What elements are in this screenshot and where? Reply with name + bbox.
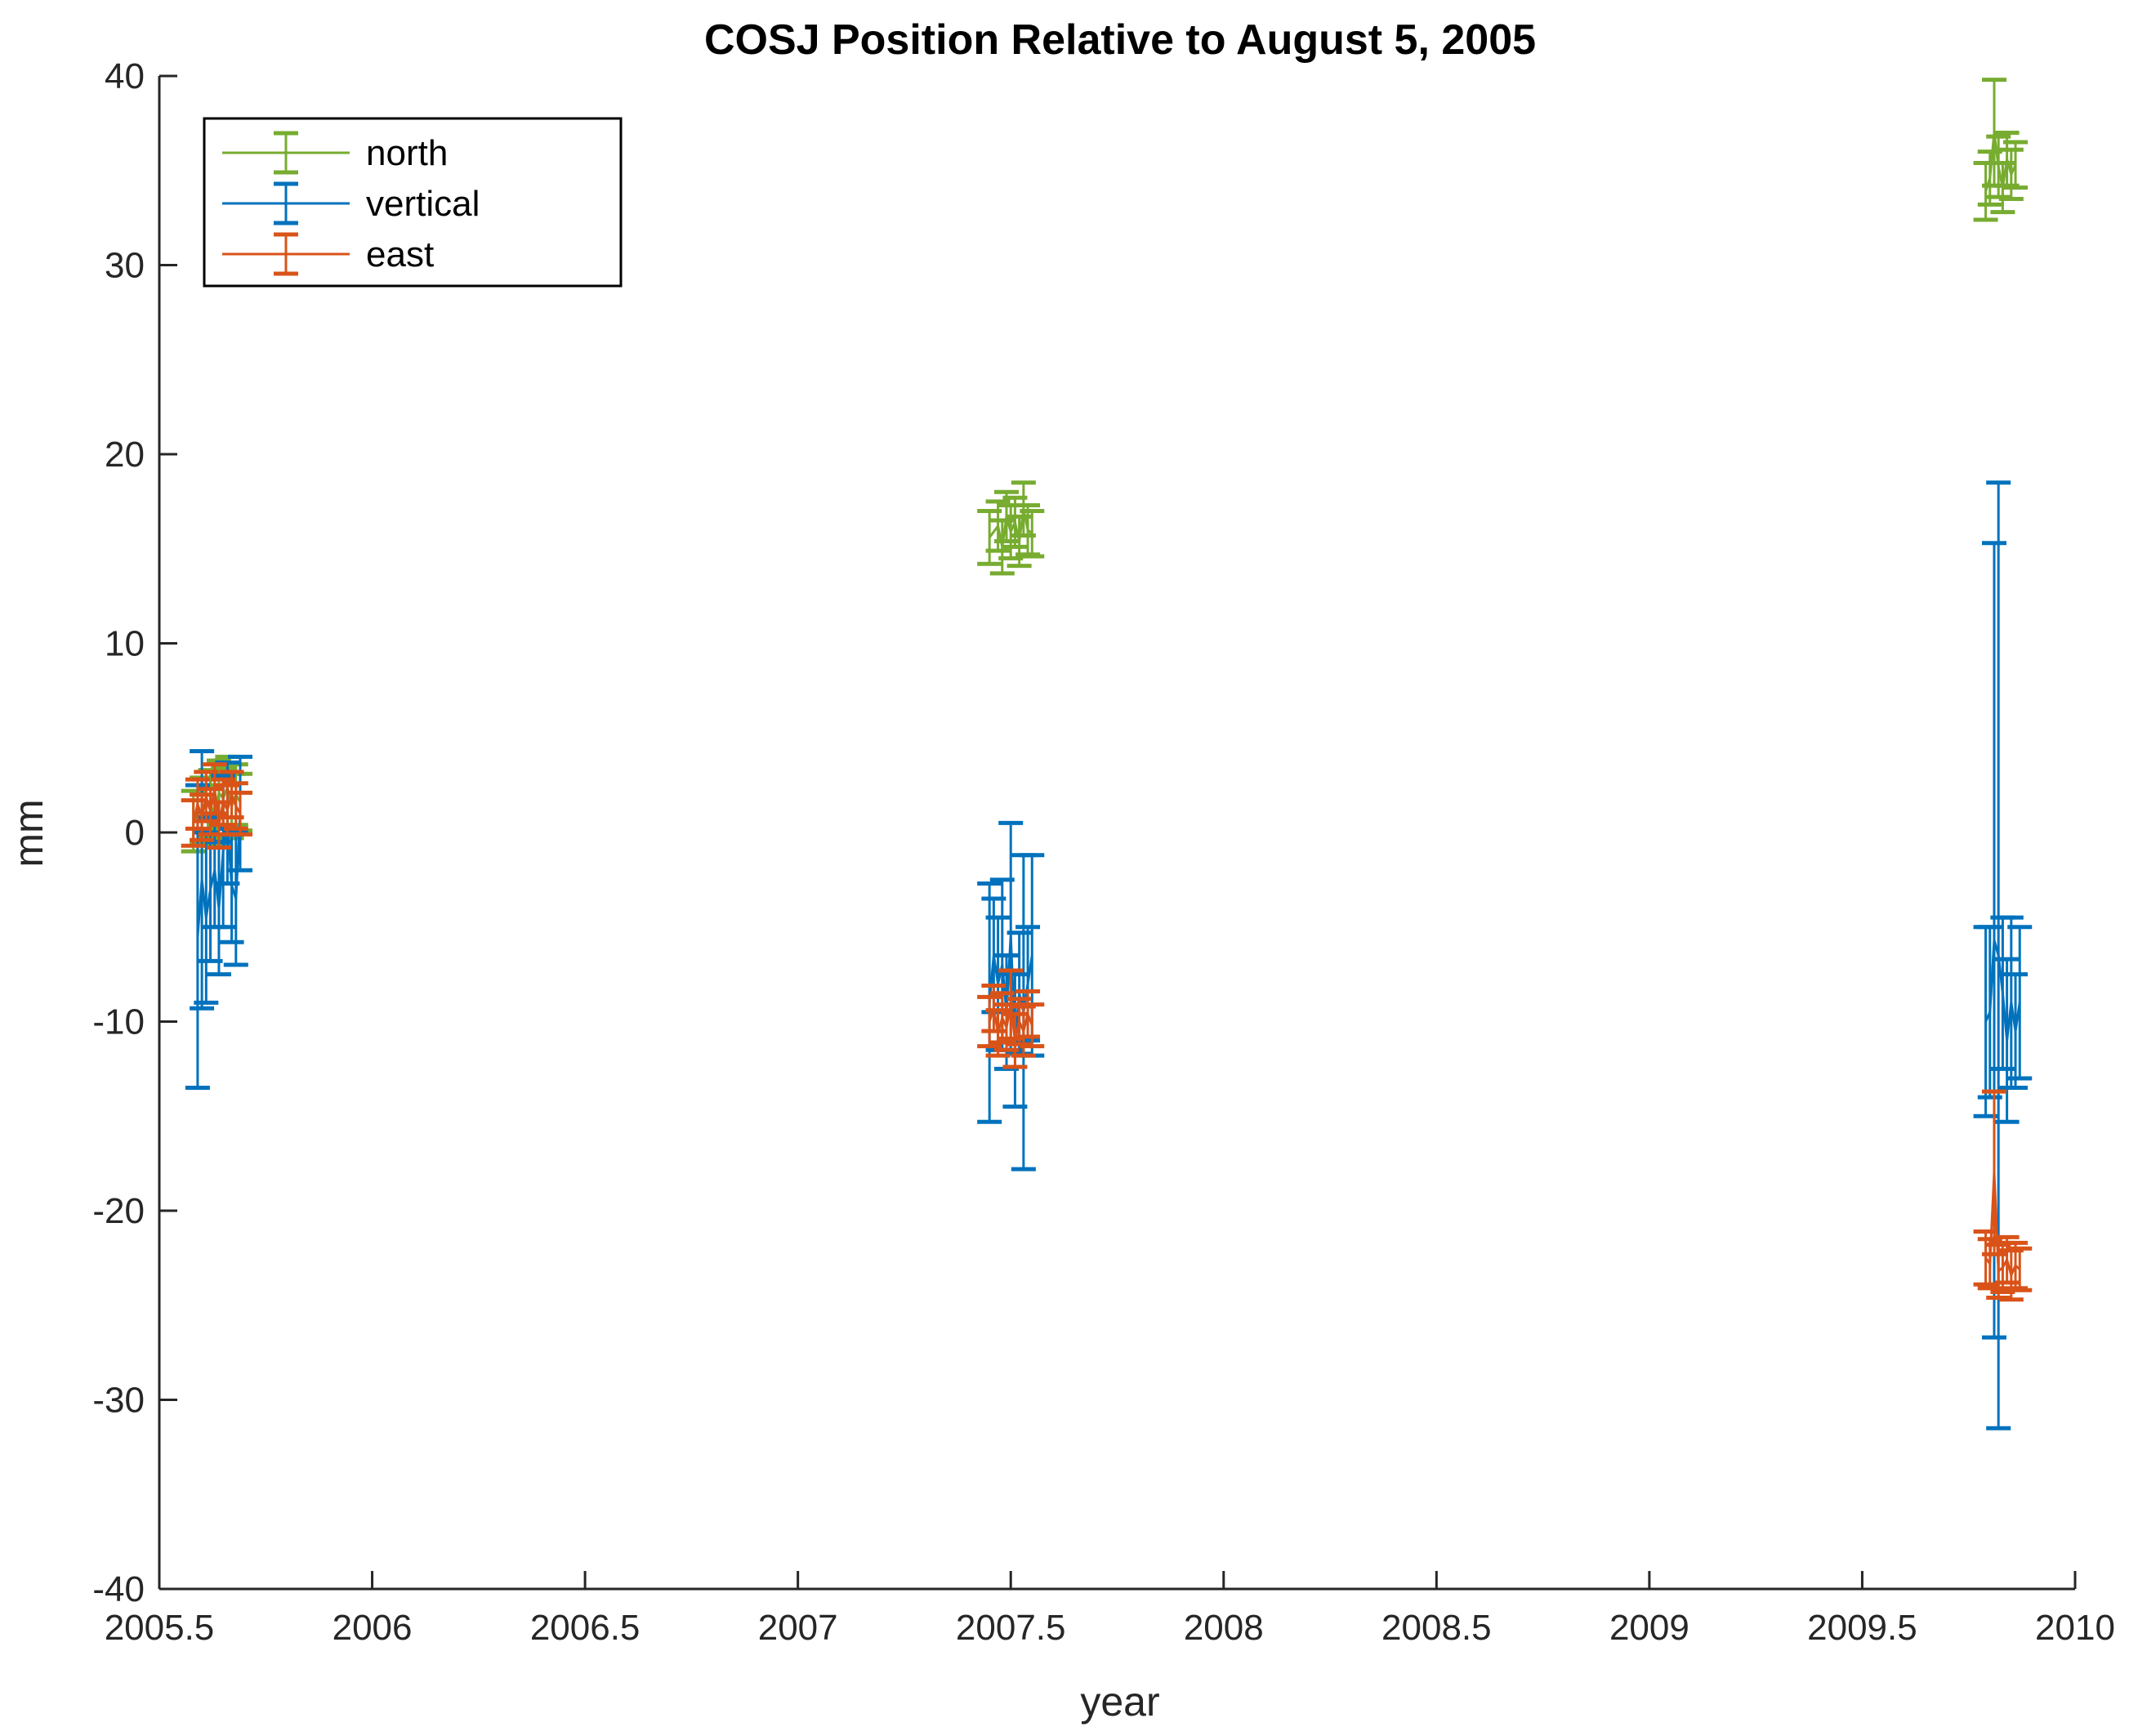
y-tick-label: 40	[105, 56, 145, 96]
vertical-errorbar	[2003, 972, 2029, 1091]
x-tick-label: 2007.5	[956, 1608, 1066, 1648]
plot-area	[181, 78, 2033, 1430]
x-axis-label: year	[1080, 1679, 1159, 1725]
y-tick-label: 10	[105, 624, 145, 664]
north-errorbar	[2003, 140, 2029, 190]
y-tick-label: 30	[105, 246, 145, 286]
x-tick-label: 2005.5	[105, 1608, 215, 1648]
east-errorbar	[2007, 1246, 2033, 1292]
y-tick-label: -40	[92, 1569, 145, 1609]
y-tick-label: -20	[92, 1191, 145, 1231]
y-axis-label: mm	[6, 799, 51, 867]
north-errorbar	[1020, 508, 1045, 559]
x-tick-label: 2006	[333, 1608, 413, 1648]
y-tick-label: 0	[125, 813, 145, 853]
vertical-errorbar	[1994, 957, 2020, 1124]
legend-label: north	[366, 133, 448, 173]
legend-label: vertical	[366, 184, 480, 224]
chart-title: COSJ Position Relative to August 5, 2005	[704, 16, 1536, 64]
legend-item-north: north	[222, 131, 448, 175]
y-tick-label: 20	[105, 435, 145, 475]
legend-label: east	[366, 234, 434, 274]
legend-item-vertical: vertical	[222, 181, 480, 225]
east-errorbar	[228, 790, 253, 837]
x-tick-label: 2008	[1184, 1608, 1264, 1648]
x-tick-label: 2009	[1609, 1608, 1689, 1648]
north-line	[988, 508, 1033, 547]
legend: north vertical east	[203, 117, 623, 288]
series-east	[181, 762, 2033, 1302]
legend-item-east: east	[222, 232, 434, 276]
north-errorbar	[1998, 147, 2024, 201]
east-errorbar	[1020, 1002, 1045, 1049]
axes: 2005.5 2006 2006.5 2007 2007.5 2008 2008.5 2009…	[92, 56, 2115, 1648]
vertical-errorbar	[2007, 925, 2033, 1081]
x-tick-label: 2008.5	[1381, 1608, 1492, 1648]
east-errorbar	[1015, 988, 1041, 1039]
y-tick-label: -10	[92, 1002, 145, 1042]
x-tick-label: 2009.5	[1807, 1608, 1917, 1648]
x-tick-label: 2007	[758, 1608, 838, 1648]
y-tick-label: -30	[92, 1381, 145, 1421]
x-tick-label: 2006.5	[530, 1608, 640, 1648]
x-tick-label: 2010	[2035, 1608, 2115, 1648]
